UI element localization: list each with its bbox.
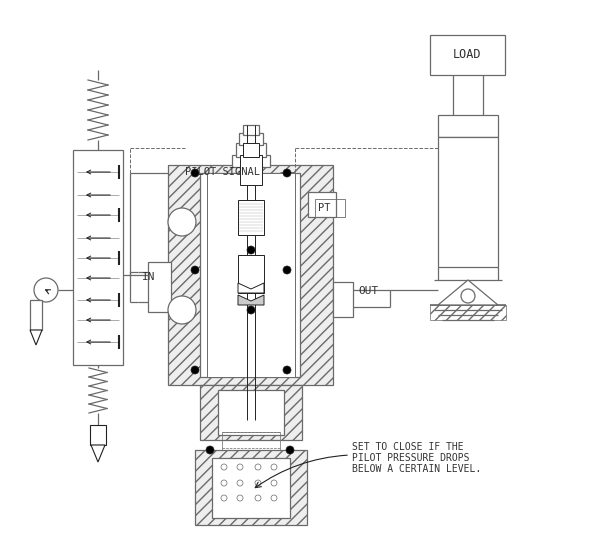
Bar [240, 155, 262, 185]
Bar [200, 385, 302, 440]
Circle shape [237, 480, 243, 486]
Bar [243, 125, 259, 135]
Circle shape [237, 495, 243, 501]
Bar [73, 150, 123, 365]
Circle shape [247, 246, 255, 254]
Circle shape [221, 480, 227, 486]
Bar [232, 155, 270, 167]
Circle shape [255, 480, 261, 486]
Bar [438, 115, 498, 137]
Circle shape [206, 446, 214, 454]
Circle shape [283, 366, 291, 374]
Circle shape [34, 278, 58, 302]
Text: PILOT PRESSURE DROPS: PILOT PRESSURE DROPS [352, 453, 470, 463]
Circle shape [271, 480, 277, 486]
Circle shape [191, 169, 199, 177]
Text: OUT: OUT [358, 286, 378, 296]
Circle shape [271, 495, 277, 501]
Bar [212, 458, 290, 518]
Bar [195, 450, 307, 525]
Text: IN: IN [142, 272, 155, 282]
Bar [218, 390, 284, 435]
Text: SET TO CLOSE IF THE: SET TO CLOSE IF THE [352, 442, 464, 452]
Bar [333, 282, 353, 317]
Circle shape [255, 464, 261, 470]
Polygon shape [238, 283, 264, 293]
Bar [200, 173, 300, 377]
Bar [90, 425, 106, 445]
Bar [239, 133, 263, 145]
Circle shape [461, 289, 475, 303]
Circle shape [168, 208, 196, 236]
Text: BELOW A CERTAIN LEVEL.: BELOW A CERTAIN LEVEL. [352, 464, 481, 474]
Circle shape [191, 266, 199, 274]
Bar [308, 192, 336, 217]
Circle shape [283, 169, 291, 177]
Circle shape [271, 464, 277, 470]
Text: PILOT SIGNAL: PILOT SIGNAL [185, 167, 260, 177]
Bar [30, 300, 42, 330]
Circle shape [255, 495, 261, 501]
Circle shape [283, 266, 291, 274]
Bar [207, 173, 295, 377]
Bar [222, 432, 280, 450]
Polygon shape [91, 445, 105, 462]
Circle shape [221, 495, 227, 501]
Circle shape [247, 306, 255, 314]
Bar [430, 35, 505, 75]
Bar [315, 199, 345, 217]
Bar [238, 255, 264, 293]
Bar [438, 137, 498, 267]
Circle shape [286, 446, 294, 454]
Text: LOAD: LOAD [453, 48, 481, 62]
Circle shape [221, 464, 227, 470]
Polygon shape [238, 295, 264, 305]
Polygon shape [438, 280, 498, 305]
Bar [238, 200, 264, 235]
Polygon shape [30, 330, 42, 345]
Bar [168, 165, 333, 385]
Circle shape [168, 296, 196, 324]
Circle shape [237, 464, 243, 470]
Bar [148, 262, 171, 312]
Bar [236, 143, 266, 157]
Circle shape [191, 366, 199, 374]
Text: PT: PT [318, 203, 331, 213]
Bar [243, 143, 259, 157]
Bar [430, 305, 506, 320]
